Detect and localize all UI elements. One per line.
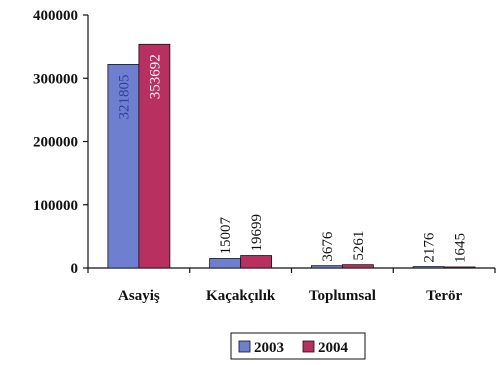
y-tick-label: 100000 [33, 198, 78, 214]
y-tick-label: 400000 [33, 8, 78, 24]
bar-2003-1 [209, 258, 242, 269]
x-tick-label: Kaçakçılık [206, 288, 276, 304]
bars-layer [107, 43, 476, 269]
bar-2003-3 [412, 266, 445, 269]
labels-layer: 321805 353692 15007 19699 3676 5261 2176 1645 [116, 54, 468, 263]
legend-label-2004: 2004 [318, 340, 349, 356]
x-tick-label: Terör [426, 288, 462, 304]
data-label: 19699 [249, 214, 265, 252]
bar-2003-0 [107, 64, 140, 269]
x-tick-label: Asayiş [118, 288, 160, 304]
y-tick-label: 0 [71, 261, 79, 277]
axis-layer: 0 100000 200000 300000 400000 Asayiş Kaçakçılı… [33, 8, 496, 304]
bar-2004-2 [341, 264, 374, 269]
legend-box [230, 332, 366, 360]
bar-2004-1 [240, 255, 273, 269]
y-tick-label: 300000 [33, 71, 78, 87]
data-label: 353692 [147, 54, 163, 99]
bar-2003-2 [310, 265, 343, 269]
legend-label-2003: 2003 [254, 340, 284, 356]
data-label: 15007 [218, 217, 234, 255]
legend-swatch-2003 [238, 340, 251, 353]
data-label: 321805 [116, 74, 132, 119]
y-tick-label: 200000 [33, 135, 78, 151]
x-tick-label: Toplumsal [309, 288, 376, 304]
data-label: 1645 [453, 233, 469, 263]
legend-swatch-2004 [302, 340, 315, 353]
bar-2004-0 [138, 43, 171, 269]
bar-2004-3 [443, 266, 476, 269]
data-label: 2176 [422, 232, 438, 263]
legend: 2003 2004 [230, 332, 366, 360]
data-label: 5261 [351, 231, 367, 261]
data-label: 3676 [320, 231, 336, 262]
